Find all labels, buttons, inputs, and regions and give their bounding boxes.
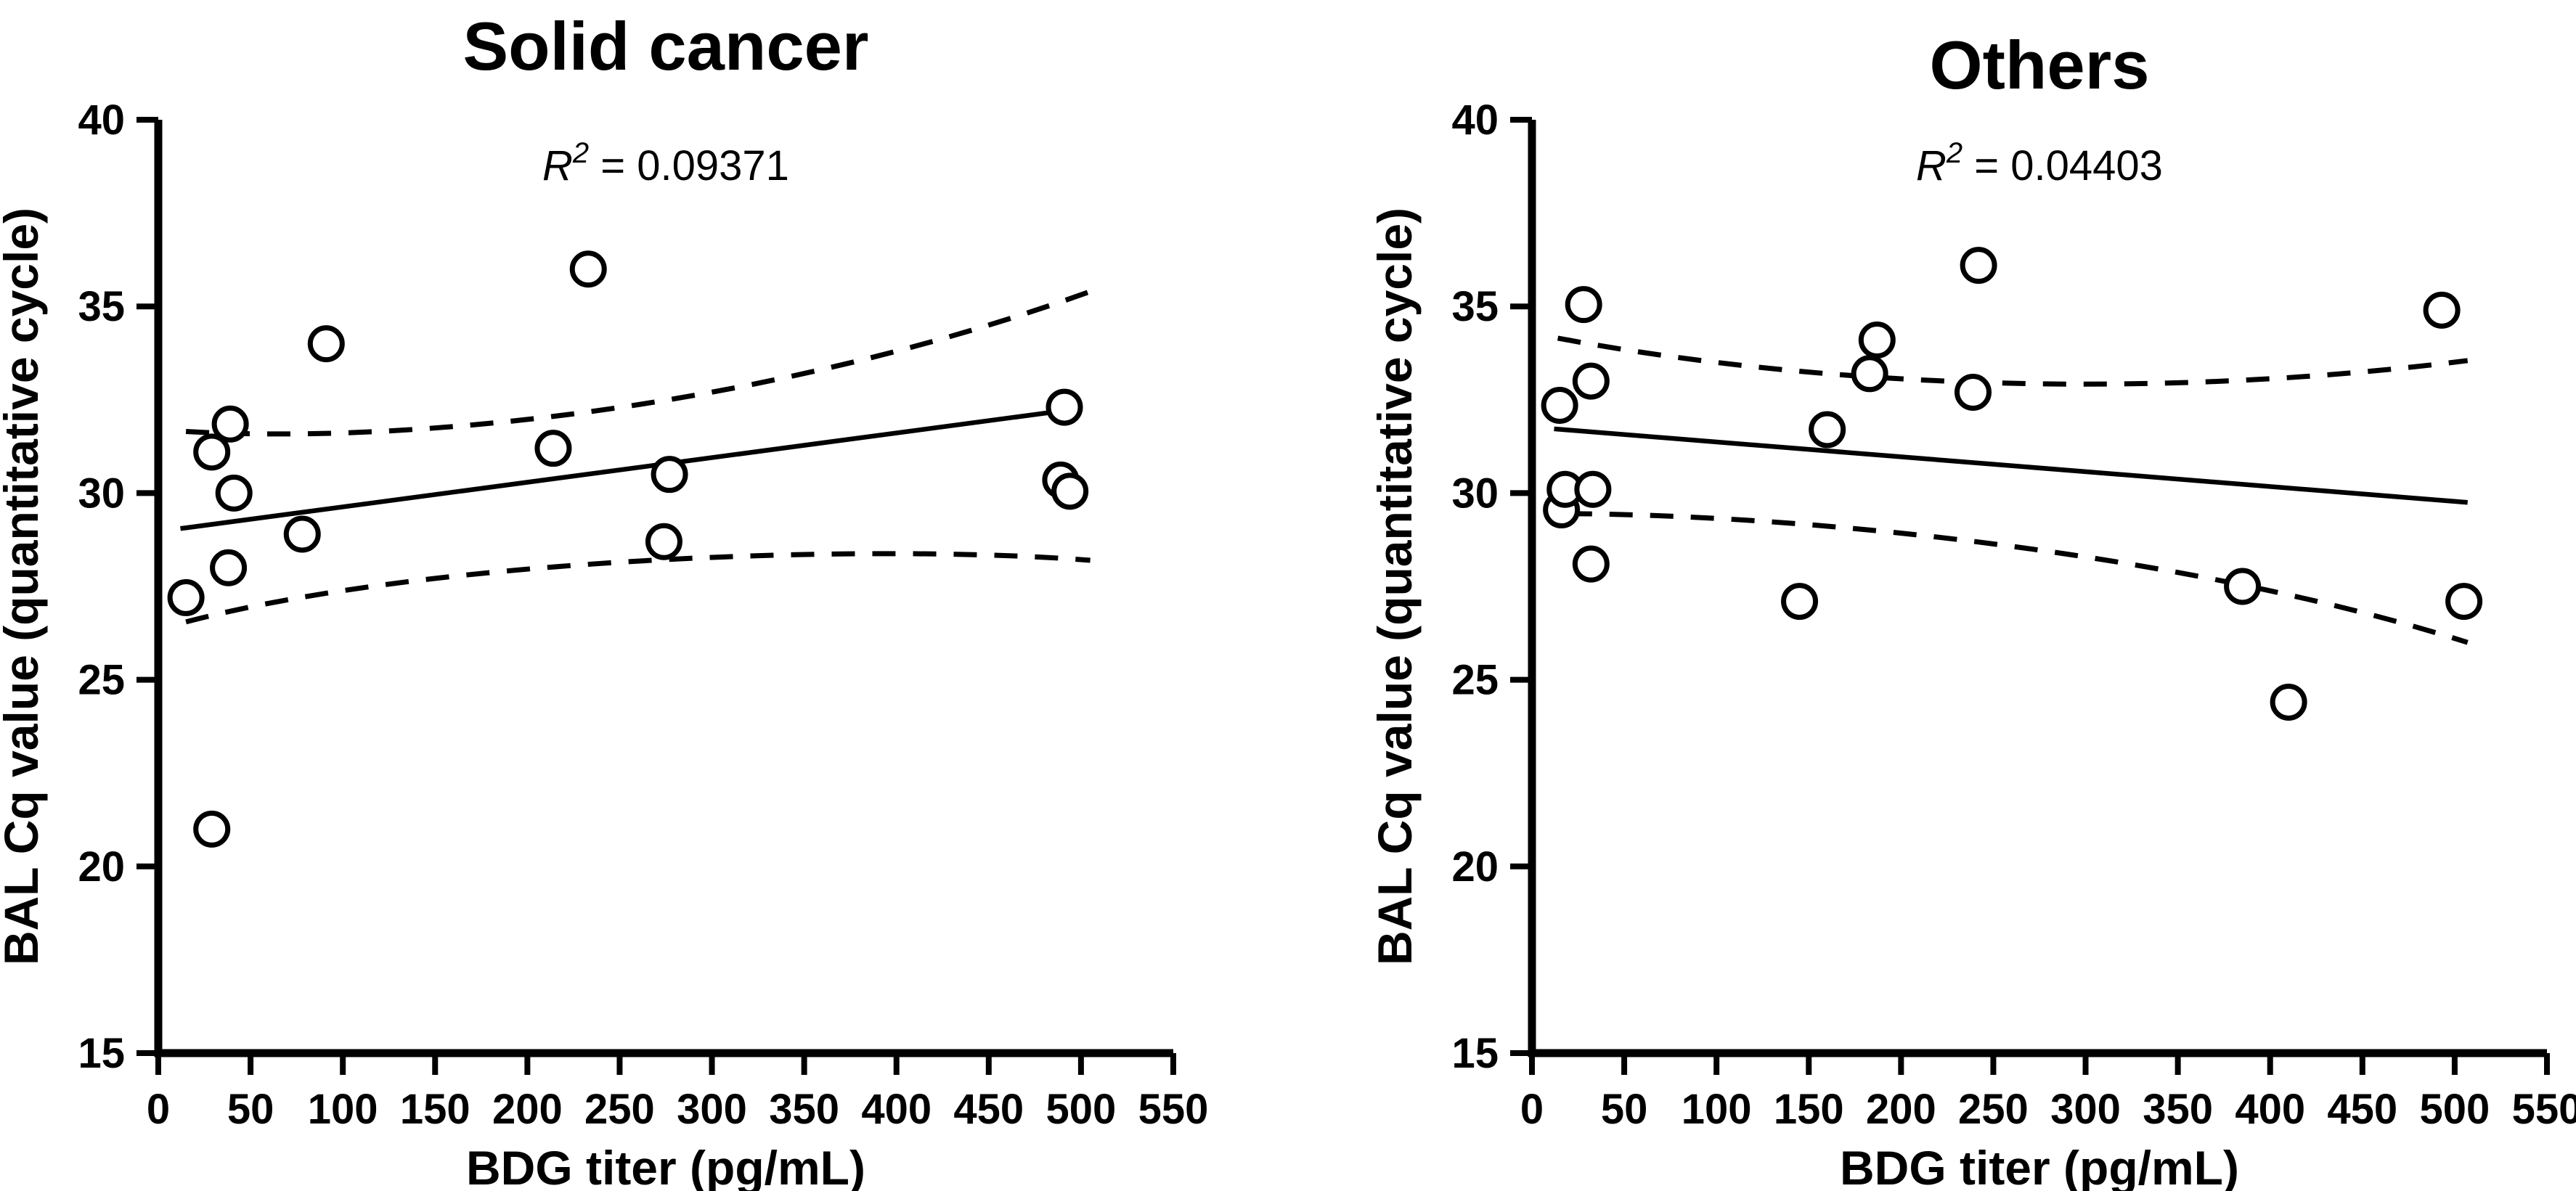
y-tick-label: 15 (1451, 1030, 1499, 1077)
data-point (215, 474, 253, 512)
y-tick-label: 15 (78, 1030, 125, 1077)
data-point (1781, 583, 1819, 621)
y-tick-label: 30 (78, 470, 125, 517)
y-tick-label: 25 (1451, 657, 1499, 704)
data-point (1574, 470, 1612, 508)
data-point (193, 433, 231, 471)
data-point (1541, 387, 1578, 425)
ci-lower-dashed-line (1568, 511, 2469, 645)
x-tick-label: 100 (1682, 1086, 1752, 1133)
x-tick-label: 450 (953, 1086, 1024, 1133)
x-tick-label: 0 (1520, 1086, 1544, 1133)
x-tick-label: 450 (2327, 1086, 2397, 1133)
x-tick-label: 50 (1601, 1086, 1648, 1133)
y-tick-label: 25 (78, 657, 125, 704)
x-tick-label: 550 (1138, 1086, 1209, 1133)
data-point (1572, 362, 1610, 400)
data-point (283, 515, 321, 553)
data-point (2445, 583, 2483, 621)
chart-panel-solid-cancer: 0 50 100 150 200 250 300 350 400 450 500 550 15 20 25 3… (0, 8, 1208, 1191)
data-point (2224, 568, 2262, 605)
x-axis-title: BDG titer (pg/mL) (1840, 1141, 2239, 1191)
x-tick-label: 550 (2512, 1086, 2576, 1133)
data-point (651, 456, 688, 494)
x-tick-label: 200 (492, 1086, 563, 1133)
data-point (1565, 286, 1602, 324)
regression-line (1554, 426, 2468, 505)
x-tick-label: 400 (861, 1086, 932, 1133)
x-tick-label: 150 (400, 1086, 470, 1133)
panel-title: Others (1930, 27, 2150, 103)
x-tick-label: 350 (769, 1086, 839, 1133)
x-tick-label: 50 (227, 1086, 274, 1133)
data-point (210, 549, 248, 586)
y-tick-label: 40 (78, 97, 125, 144)
data-point (569, 250, 607, 288)
data-point (645, 523, 682, 560)
data-point (1851, 355, 1888, 393)
data-point (1046, 388, 1083, 426)
data-point (193, 810, 231, 848)
ci-lower-dashed-line (185, 551, 1091, 625)
data-point (167, 578, 205, 616)
data-point (1960, 247, 1997, 285)
data-point (211, 405, 249, 443)
data-point (2270, 683, 2307, 721)
x-tick-label: 350 (2143, 1086, 2213, 1133)
data-point (1051, 472, 1089, 510)
ci-upper-dashed-line (1557, 335, 2469, 387)
y-tick-label: 35 (78, 283, 125, 330)
y-tick-label: 35 (1451, 283, 1499, 330)
x-axis-title: BDG titer (pg/mL) (466, 1141, 865, 1191)
r-squared-annotation: R2 = 0.04403 (1916, 137, 2163, 189)
regression-line (180, 406, 1076, 531)
x-tick-label: 300 (2050, 1086, 2121, 1133)
data-point (1954, 374, 1992, 412)
data-point (1858, 321, 1896, 359)
data-point (1809, 411, 1846, 449)
x-tick-label: 250 (1958, 1086, 2029, 1133)
x-tick-label: 300 (677, 1086, 747, 1133)
y-tick-label: 20 (1451, 843, 1499, 891)
y-tick-label: 20 (78, 843, 125, 891)
data-point (534, 430, 572, 467)
chart-panel-others: 0 50 100 150 200 250 300 350 400 450 500 550 15 20 25 3… (1368, 27, 2576, 1191)
data-point (2423, 291, 2461, 329)
x-tick-label: 0 (147, 1086, 170, 1133)
x-tick-label: 250 (584, 1086, 655, 1133)
r-squared-annotation: R2 = 0.09371 (542, 137, 789, 189)
x-tick-label: 500 (1046, 1086, 1117, 1133)
panel-title: Solid cancer (462, 8, 868, 84)
y-axis-title: BAL Cq value (quantitative cycle) (1368, 208, 1422, 965)
x-tick-label: 500 (2420, 1086, 2490, 1133)
y-axis-title: BAL Cq value (quantitative cycle) (0, 208, 48, 965)
x-tick-label: 400 (2235, 1086, 2305, 1133)
x-tick-label: 150 (1774, 1086, 1844, 1133)
x-tick-label: 200 (1866, 1086, 1936, 1133)
y-tick-label: 40 (1451, 97, 1499, 144)
ci-upper-dashed-line (185, 289, 1091, 437)
data-point (1572, 545, 1610, 583)
y-tick-label: 30 (1451, 470, 1499, 517)
data-point (307, 325, 345, 363)
x-tick-label: 100 (308, 1086, 378, 1133)
